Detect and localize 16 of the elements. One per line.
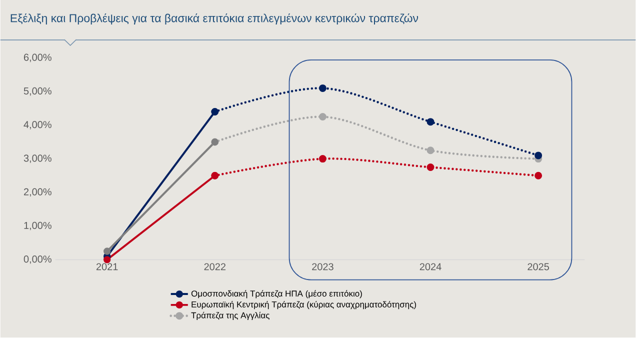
y-tick-label: 4,00%: [24, 121, 52, 130]
y-tick-label: 6,00%: [24, 54, 52, 62]
x-tick-label: 2025: [528, 263, 550, 270]
y-tick-label: 2,00%: [24, 188, 52, 197]
chart-title: Εξέλιξη και Προβλέψεις για τα βασικά επιτόκια επιλεγμένων κεντρικών τραπεζών: [10, 14, 418, 25]
y-tick-label: 1,00%: [24, 222, 52, 230]
legend-label: Ευρωπαϊκή Κεντρική Τράπεζα (κύριας αναχρηματοδότησης): [192, 301, 416, 310]
x-tick-label: 2023: [312, 263, 334, 270]
x-tick-label: 2021: [96, 263, 118, 270]
legend-label: Ομοσπονδιακή Τράπεζα ΗΠΑ (μέσο επιτόκιο): [191, 290, 362, 298]
legend-label: Τράπεζα της Αγγλίας: [191, 312, 270, 320]
x-tick-label: 2022: [204, 263, 226, 270]
y-tick-label: 0,00%: [24, 256, 52, 264]
x-tick-label: 2024: [420, 263, 442, 270]
y-tick-label: 5,00%: [24, 88, 52, 96]
y-tick-label: 3,00%: [24, 154, 52, 164]
